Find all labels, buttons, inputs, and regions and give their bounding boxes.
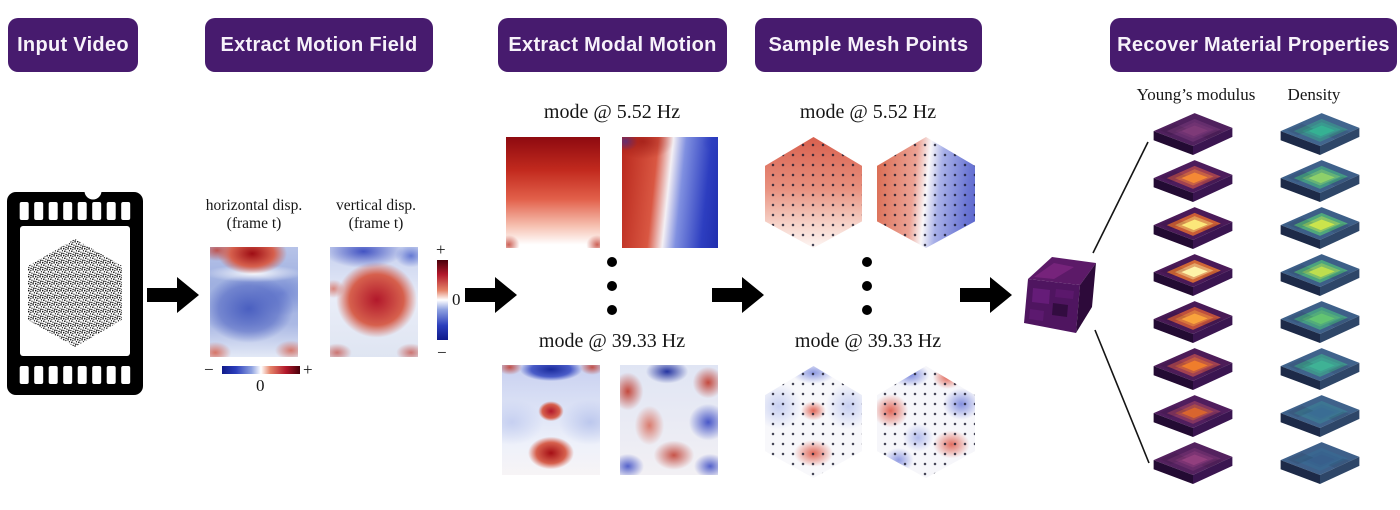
step-header-extract-modal-motion: Extract Modal Motion (498, 18, 727, 72)
modal-motion-image-mode2-horizontal (502, 365, 600, 475)
colorbar-plus-label: + (303, 360, 313, 379)
colorbar-plus-label: + (436, 240, 446, 259)
step-header-label: Extract Motion Field (220, 33, 418, 56)
modal-motion-image-mode1-vertical (622, 137, 718, 248)
step-header-input-video: Input Video (8, 18, 138, 72)
sprocket-holes-bottom (19, 366, 131, 384)
density-slab (1280, 395, 1360, 437)
step-header-label: Input Video (17, 33, 129, 56)
colorbar-zero-label: 0 (452, 290, 461, 309)
step-header-sample-mesh-points: Sample Mesh Points (755, 18, 982, 72)
horizontal-disp-label: horizontal disp. (frame t) (205, 197, 303, 232)
colorbar-zero-label: 0 (256, 376, 265, 395)
voxel-cube-image (1024, 257, 1096, 333)
colorbar-minus-label: − (204, 360, 214, 379)
young-modulus-slab (1153, 113, 1233, 155)
young-modulus-slab (1153, 207, 1233, 249)
mesh-dot-grid (877, 137, 975, 248)
young-modulus-label: Young’s modulus (1136, 85, 1256, 104)
speckled-cube-image (28, 239, 122, 347)
density-slab (1280, 442, 1360, 484)
young-modulus-slab (1153, 301, 1233, 343)
modal-motion-image-mode1-horizontal (506, 137, 600, 248)
flow-arrow (465, 277, 517, 313)
young-modulus-slab (1153, 348, 1233, 390)
colorbar-minus-label: − (437, 343, 447, 362)
ellipsis-dots (607, 257, 617, 315)
vertical-disp-label: vertical disp. (frame t) (335, 197, 417, 232)
flow-arrow (960, 277, 1012, 313)
mesh-points-mode2-title: mode @ 39.33 Hz (794, 330, 942, 352)
mesh-points-mode1-title: mode @ 5.52 Hz (799, 101, 937, 123)
mesh-points-image-mode1-horizontal (765, 137, 862, 248)
density-slab (1280, 160, 1360, 202)
mesh-dot-grid (765, 137, 862, 248)
modal-motion-mode1-title: mode @ 5.52 Hz (543, 101, 681, 123)
flow-arrow (712, 277, 764, 313)
mesh-points-image-mode1-vertical (877, 137, 975, 248)
density-slab (1280, 254, 1360, 296)
vertical-colorbar (437, 260, 448, 340)
young-modulus-slab (1153, 254, 1233, 296)
density-label: Density (1287, 85, 1341, 104)
mesh-points-image-mode2-horizontal (765, 366, 862, 478)
vertical-displacement-map (330, 247, 418, 357)
young-modulus-slab (1153, 160, 1233, 202)
density-slab (1280, 348, 1360, 390)
horizontal-colorbar (222, 366, 300, 374)
density-slab (1280, 301, 1360, 343)
modal-motion-image-mode2-vertical (620, 365, 718, 475)
horizontal-displacement-map (210, 247, 298, 357)
step-header-label: Sample Mesh Points (768, 33, 969, 56)
density-slab (1280, 113, 1360, 155)
step-header-label: Recover Material Properties (1117, 33, 1390, 56)
step-header-recover-material-properties: Recover Material Properties (1110, 18, 1397, 72)
flow-arrow (147, 277, 199, 313)
step-header-label: Extract Modal Motion (508, 33, 717, 56)
density-slab (1280, 207, 1360, 249)
film-strip-icon (7, 192, 143, 395)
mesh-dot-grid (765, 366, 862, 478)
film-notch (84, 192, 102, 200)
mesh-points-image-mode2-vertical (877, 366, 975, 478)
young-modulus-slab (1153, 395, 1233, 437)
sprocket-holes-top (19, 202, 131, 220)
mesh-dot-grid (877, 366, 975, 478)
branch-lines (1092, 141, 1150, 464)
young-modulus-slab (1153, 442, 1233, 484)
modal-motion-mode2-title: mode @ 39.33 Hz (538, 330, 686, 352)
ellipsis-dots (862, 257, 872, 315)
step-header-extract-motion-field: Extract Motion Field (205, 18, 433, 72)
